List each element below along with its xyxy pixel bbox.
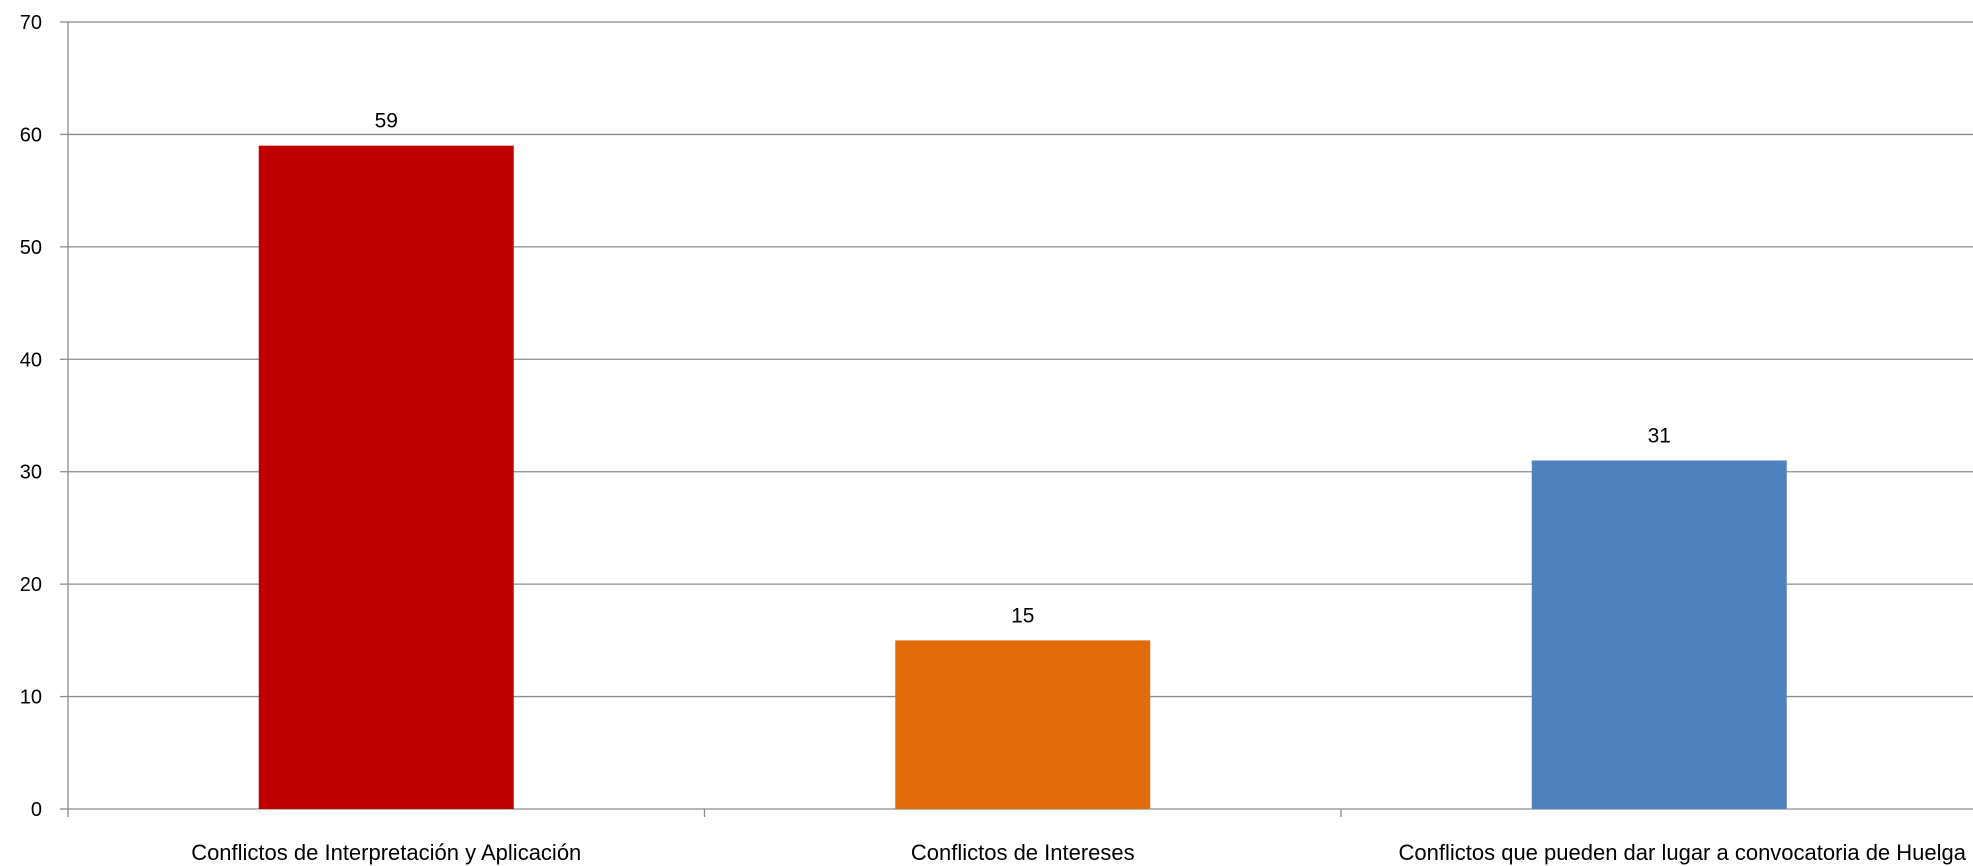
- y-axis-tick-labels: 0 10 20 30 40 50 60 70: [20, 12, 42, 821]
- y-tick-label: 0: [31, 799, 42, 821]
- y-tick-label: 30: [20, 462, 42, 484]
- category-label-1: Conflictos de Interpretación y Aplicació…: [191, 840, 581, 865]
- y-tick-label: 10: [20, 687, 42, 709]
- y-tick-label: 60: [20, 124, 42, 146]
- category-label-3: Conflictos que pueden dar lugar a convoc…: [1399, 840, 1967, 865]
- data-labels: 59 15 31: [375, 110, 1671, 628]
- y-tick-label: 50: [20, 237, 42, 259]
- data-label-3: 31: [1648, 424, 1671, 447]
- y-tick-label: 40: [20, 349, 42, 371]
- category-label-2: Conflictos de Intereses: [911, 840, 1135, 865]
- bars: [258, 145, 1787, 809]
- bar-1: [258, 145, 514, 809]
- bar-3: [1531, 460, 1787, 809]
- y-tick-label: 20: [20, 574, 42, 596]
- data-label-2: 15: [1011, 604, 1034, 627]
- bar-2: [895, 640, 1151, 809]
- data-label-1: 59: [375, 110, 398, 133]
- y-tick-label: 70: [20, 12, 42, 34]
- x-axis-category-labels: Conflictos de Interpretación y Aplicació…: [191, 840, 1967, 865]
